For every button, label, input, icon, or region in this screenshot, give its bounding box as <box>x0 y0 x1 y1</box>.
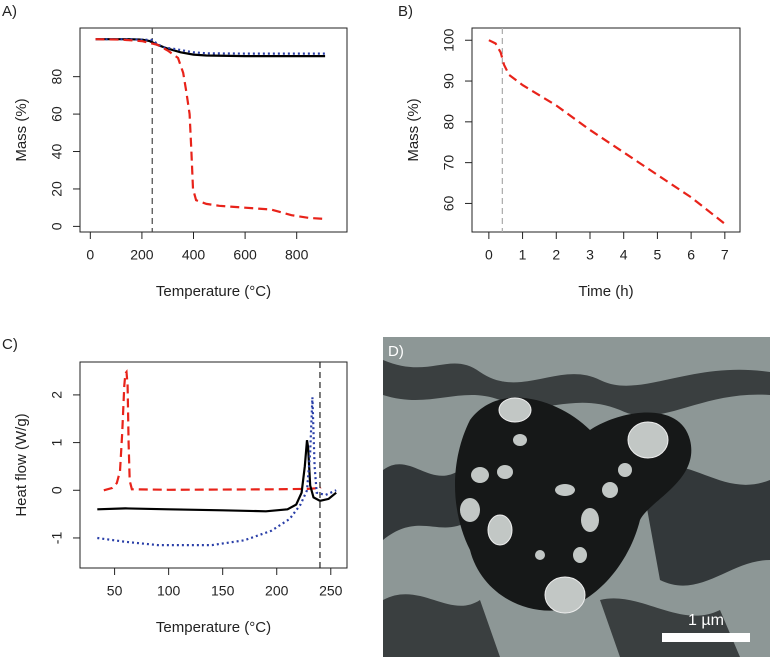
plot-frame <box>79 27 348 233</box>
data-line <box>95 38 326 220</box>
particle <box>581 508 599 532</box>
x-tick-label: 1 <box>519 247 527 263</box>
y-tick-label: 100 <box>441 28 457 52</box>
dark-region <box>383 594 500 657</box>
panel-label: D) <box>388 343 404 360</box>
data-line <box>488 39 726 225</box>
dark-region <box>383 360 770 416</box>
x-tick-label: 5 <box>654 247 662 263</box>
dark-region <box>600 598 740 657</box>
x-tick-label: 400 <box>182 247 206 263</box>
particle <box>618 463 632 477</box>
y-tick-label: 90 <box>441 73 457 89</box>
scale-bar <box>662 633 750 642</box>
x-tick-label: 50 <box>107 583 123 599</box>
dark-region <box>640 465 770 586</box>
x-tick-label: 7 <box>721 247 729 263</box>
y-axis-title: Mass (%) <box>405 98 422 161</box>
particle <box>471 467 489 483</box>
x-tick-label: 100 <box>157 583 181 599</box>
micrograph: 1 µm D) <box>383 337 770 657</box>
y-tick-label: 80 <box>49 69 65 85</box>
y-tick-label: 2 <box>49 391 65 399</box>
x-tick-label: 0 <box>86 247 94 263</box>
panel-label: B) <box>398 3 413 20</box>
y-tick-label: 70 <box>441 155 457 171</box>
x-tick-label: 600 <box>233 247 257 263</box>
x-tick-label: 800 <box>285 247 309 263</box>
particle <box>487 514 513 546</box>
x-tick-label: 200 <box>130 247 154 263</box>
y-axis-title: Mass (%) <box>13 98 30 161</box>
x-tick-label: 200 <box>265 583 289 599</box>
dark-region <box>383 464 470 540</box>
particle <box>460 498 480 522</box>
data-line <box>97 440 337 513</box>
particle <box>535 550 545 560</box>
y-tick-label: 1 <box>49 438 65 446</box>
particle <box>498 397 532 423</box>
panel-label: A) <box>2 3 17 20</box>
x-tick-label: 4 <box>620 247 628 263</box>
x-tick-label: 2 <box>552 247 560 263</box>
y-tick-label: 60 <box>441 195 457 211</box>
x-tick-label: 250 <box>319 583 343 599</box>
x-tick-label: 3 <box>586 247 594 263</box>
x-tick-label: 150 <box>211 583 235 599</box>
y-axis-title: Heat flow (W/g) <box>13 413 30 516</box>
particle <box>573 547 587 563</box>
x-axis-title: Temperature (°C) <box>156 283 271 300</box>
scale-bar-label: 1 µm <box>688 612 724 629</box>
y-tick-label: 0 <box>49 222 65 230</box>
data-line <box>95 38 326 55</box>
particle <box>497 465 513 479</box>
x-tick-label: 6 <box>687 247 695 263</box>
particle <box>513 434 527 446</box>
particle <box>544 576 586 614</box>
y-tick-label: 80 <box>441 114 457 130</box>
particle <box>602 482 618 498</box>
plot-frame <box>471 27 741 233</box>
y-tick-label: 20 <box>49 181 65 197</box>
y-tick-label: 60 <box>49 106 65 122</box>
x-tick-label: 0 <box>485 247 493 263</box>
panel-label: C) <box>2 336 18 353</box>
y-tick-label: 40 <box>49 144 65 160</box>
y-tick-label: 0 <box>49 486 65 494</box>
particle <box>627 421 669 459</box>
y-tick-label: -1 <box>49 532 65 545</box>
data-line <box>95 38 326 58</box>
x-axis-title: Time (h) <box>578 283 633 300</box>
particle <box>555 484 575 496</box>
data-line <box>97 397 337 547</box>
data-line <box>103 369 322 492</box>
x-axis-title: Temperature (°C) <box>156 619 271 636</box>
plot-frame <box>79 361 348 569</box>
